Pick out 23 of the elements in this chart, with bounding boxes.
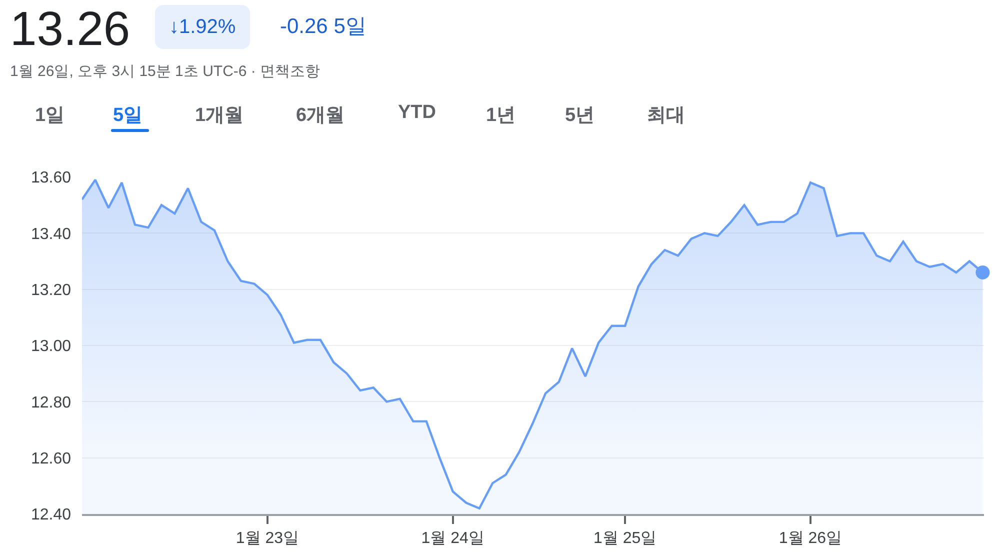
text: ↓1.92% bbox=[155, 5, 250, 49]
y-tick-label: 12.40 bbox=[30, 506, 72, 524]
x-tick-label: 1월 23일 bbox=[236, 530, 299, 548]
x-tick-label: 1월 26일 bbox=[778, 530, 842, 548]
y-tick-label: 13.40 bbox=[30, 226, 72, 243]
x-tick-label: 1월 25일 bbox=[593, 530, 657, 548]
text: 최대 bbox=[647, 104, 685, 128]
x-tick-label: 1월 24일 bbox=[421, 530, 484, 548]
y-tick-label: 12.60 bbox=[30, 450, 72, 468]
text: 5일 bbox=[113, 104, 143, 128]
text: YTD bbox=[398, 102, 436, 124]
y-tick-label: 12.80 bbox=[30, 394, 72, 412]
y-tick-label: 13.60 bbox=[30, 170, 72, 187]
y-tick-label: 13.20 bbox=[30, 282, 72, 299]
y-tick-label: 13.00 bbox=[30, 338, 72, 356]
chart-subtitle: 1월 26일, 오후 3시 15분 1초 UTC-6 · 면책조항 bbox=[10, 62, 320, 81]
text: 6개월 bbox=[296, 104, 345, 128]
text: 5년 bbox=[565, 104, 595, 128]
text: 1개월 bbox=[195, 104, 244, 128]
text: 1년 bbox=[486, 104, 516, 128]
text: -0.26 5일 bbox=[280, 14, 366, 40]
chart-title: 13.26 bbox=[10, 2, 130, 57]
text: 1일 bbox=[35, 104, 65, 128]
